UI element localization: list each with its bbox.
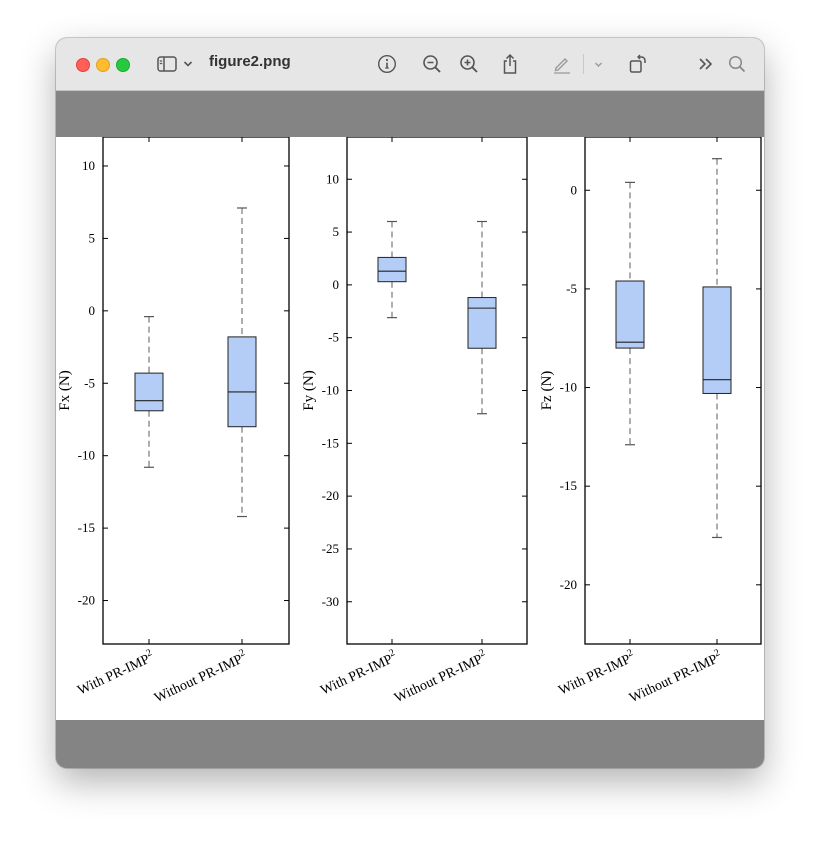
x-category-label: With PR-IMP2 (74, 647, 156, 698)
search-icon[interactable] (726, 52, 748, 76)
markup-chevron-icon[interactable] (591, 52, 605, 76)
y-tick-label: -10 (78, 448, 95, 463)
y-tick-label: -25 (322, 541, 339, 556)
plot-frame (102, 137, 290, 645)
box-iqr (702, 286, 732, 394)
y-tick-label: -30 (322, 594, 339, 609)
y-tick-label: -20 (78, 593, 95, 608)
y-tick-label: -15 (322, 435, 339, 450)
y-tick-label: 0 (333, 277, 340, 292)
pen-markup-icon[interactable] (550, 52, 574, 76)
x-category-label: With PR-IMP2 (555, 647, 637, 698)
box-iqr (134, 372, 164, 412)
y-tick-label: -15 (560, 478, 577, 493)
y-tick-label: 0 (571, 182, 578, 197)
y-tick-label: -5 (84, 375, 95, 390)
y-tick-label: -10 (322, 383, 339, 398)
y-axis-label: Fy (N) (301, 370, 317, 410)
chevron-down-icon[interactable] (181, 52, 195, 76)
plot-frame (346, 137, 528, 645)
share-icon[interactable] (498, 52, 522, 76)
more-icon[interactable] (695, 52, 717, 76)
figure-image: 10 5 0 -5 -10 -15 -20 Fx (N) With PR-IMP2 Without… (56, 137, 764, 720)
info-icon[interactable] (375, 52, 399, 76)
y-tick-label: -5 (328, 330, 339, 345)
box-iqr (377, 256, 407, 283)
sidebar-icon[interactable] (155, 52, 179, 76)
minimize-button[interactable] (96, 58, 110, 72)
y-tick-label: -20 (322, 488, 339, 503)
zoom-button[interactable] (116, 58, 130, 72)
y-tick-label: 5 (333, 224, 340, 239)
title-bar: figure2.png (56, 38, 764, 91)
y-tick-label: -15 (78, 520, 95, 535)
y-tick-label: 10 (82, 158, 95, 173)
box-iqr (615, 280, 645, 349)
y-tick-label: -5 (566, 281, 577, 296)
y-tick-label: 0 (89, 303, 96, 318)
box-iqr (467, 297, 497, 349)
window-title: figure2.png (209, 53, 291, 70)
y-tick-label: 5 (89, 230, 96, 245)
y-tick-label: -20 (560, 577, 577, 592)
plot-frame (584, 137, 762, 645)
x-category-label: With PR-IMP2 (317, 647, 399, 698)
x-category-label: Without PR-IMP2 (151, 647, 250, 706)
x-category-label: Without PR-IMP2 (391, 647, 490, 706)
box-iqr (227, 336, 257, 428)
x-category-label: Without PR-IMP2 (626, 647, 725, 706)
zoom-out-icon[interactable] (420, 52, 444, 76)
preview-window: figure2.png 10 5 0 -5 -10 -15 -2 (56, 38, 764, 768)
close-button[interactable] (76, 58, 90, 72)
zoom-in-icon[interactable] (457, 52, 481, 76)
y-tick-label: 10 (326, 171, 339, 186)
y-axis-label: Fz (N) (539, 371, 555, 411)
rotate-icon[interactable] (626, 52, 650, 76)
y-axis-label: Fx (N) (57, 370, 73, 410)
y-tick-label: -10 (560, 380, 577, 395)
toolbar-divider (583, 54, 584, 74)
